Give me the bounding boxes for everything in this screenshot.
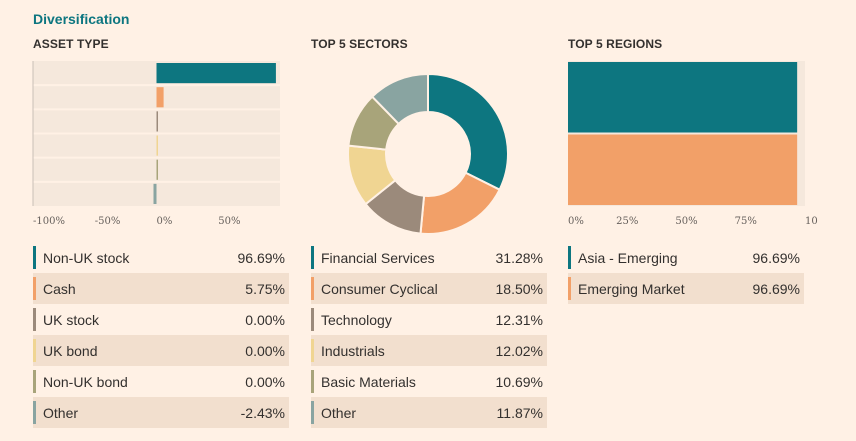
legend-swatch <box>33 308 36 331</box>
asset-type-row: Non-UK stock 96.69% <box>33 242 289 273</box>
sector-row: Technology 12.31% <box>311 304 547 335</box>
row-value: 96.69% <box>752 280 800 297</box>
row-value: 5.75% <box>245 280 285 297</box>
regions-heading: TOP 5 REGIONS <box>568 37 663 51</box>
row-value: 0.00% <box>245 311 285 328</box>
legend-swatch <box>33 246 36 269</box>
asset-type-bar-chart: -100% -50% 0% 50% <box>32 61 280 227</box>
bar-other <box>153 183 157 204</box>
row-label: Emerging Market <box>578 280 685 297</box>
row-label: UK bond <box>43 342 98 359</box>
x-tick-label: 25% <box>616 216 638 227</box>
asset-type-row: UK stock 0.00% <box>33 304 289 335</box>
legend-swatch <box>568 277 571 300</box>
regions-bar-chart: 0% 25% 50% 75% 10 <box>568 61 818 227</box>
bar-non-uk-stock <box>156 63 276 84</box>
asset-type-table: Non-UK stock 96.69% Cash 5.75% UK stock 0.00%… <box>33 242 289 428</box>
region-row: Asia - Emerging 96.69% <box>568 242 804 273</box>
row-label: Cash <box>43 280 76 297</box>
bar-asia-emerging <box>568 62 798 133</box>
bar-emerging-market <box>568 134 798 205</box>
row-value: 0.00% <box>245 373 285 390</box>
legend-swatch <box>311 277 314 300</box>
row-label: Non-UK bond <box>43 373 128 390</box>
row-label: Non-UK stock <box>43 249 130 266</box>
bar-non-uk-bond <box>156 159 158 180</box>
row-value: 96.69% <box>237 249 285 266</box>
legend-swatch <box>311 308 314 331</box>
slice-financial-services <box>427 72 509 192</box>
bar-uk-bond <box>156 135 158 156</box>
sector-row: Industrials 12.02% <box>311 335 547 366</box>
asset-type-heading: ASSET TYPE <box>33 37 109 51</box>
legend-swatch <box>311 339 314 362</box>
row-label: Other <box>43 404 79 421</box>
row-value: -2.43% <box>240 404 285 421</box>
row-label: Consumer Cyclical <box>321 280 438 297</box>
legend-swatch <box>311 370 314 393</box>
page-title: Diversification <box>33 11 130 27</box>
x-tick-label: 75% <box>735 216 757 227</box>
asset-type-row: Non-UK bond 0.00% <box>33 366 289 397</box>
row-value: 10.69% <box>495 373 543 390</box>
bar-uk-stock <box>156 111 158 132</box>
row-value: 31.28% <box>495 249 543 266</box>
legend-swatch <box>311 246 314 269</box>
x-tick-label: 0% <box>157 216 173 227</box>
x-tick-label: 50% <box>675 216 697 227</box>
row-label: Other <box>321 404 357 421</box>
x-tick-label: -50% <box>95 216 121 227</box>
row-value: 0.00% <box>245 342 285 359</box>
legend-swatch <box>33 370 36 393</box>
legend-swatch <box>33 277 36 300</box>
x-tick-label: 0% <box>568 216 584 227</box>
x-tick-label: 50% <box>218 216 240 227</box>
row-label: Industrials <box>321 342 385 359</box>
row-value: 12.02% <box>495 342 543 359</box>
sectors-table: Financial Services 31.28% Consumer Cyclica… <box>311 242 547 428</box>
row-label: Technology <box>321 311 392 328</box>
row-value: 11.87% <box>496 404 543 421</box>
sector-row: Consumer Cyclical 18.50% <box>311 273 547 304</box>
asset-type-row: Cash 5.75% <box>33 273 289 304</box>
x-tick-label: 10 <box>805 216 818 227</box>
row-label: Asia - Emerging <box>578 249 678 266</box>
bar-cash <box>156 87 164 108</box>
legend-swatch <box>33 401 36 424</box>
row-label: Basic Materials <box>321 373 416 390</box>
x-tick-label: -100% <box>33 216 65 227</box>
asset-type-row: Other -2.43% <box>33 397 289 428</box>
row-label: Financial Services <box>321 249 435 266</box>
row-value: 18.50% <box>495 280 543 297</box>
sector-row: Basic Materials 10.69% <box>311 366 547 397</box>
sectors-donut-chart <box>347 72 509 235</box>
sectors-heading: TOP 5 SECTORS <box>311 37 408 51</box>
row-value: 12.31% <box>495 311 543 328</box>
row-value: 96.69% <box>752 249 800 266</box>
slice-other <box>370 72 429 126</box>
legend-swatch <box>568 246 571 269</box>
legend-swatch <box>33 339 36 362</box>
regions-table: Asia - Emerging 96.69% Emerging Market 96.6… <box>568 242 804 304</box>
sector-row: Financial Services 31.28% <box>311 242 547 273</box>
asset-type-row: UK bond 0.00% <box>33 335 289 366</box>
region-row: Emerging Market 96.69% <box>568 273 804 304</box>
legend-swatch <box>311 401 314 424</box>
row-label: UK stock <box>43 311 100 328</box>
sector-row: Other 11.87% <box>311 397 547 428</box>
